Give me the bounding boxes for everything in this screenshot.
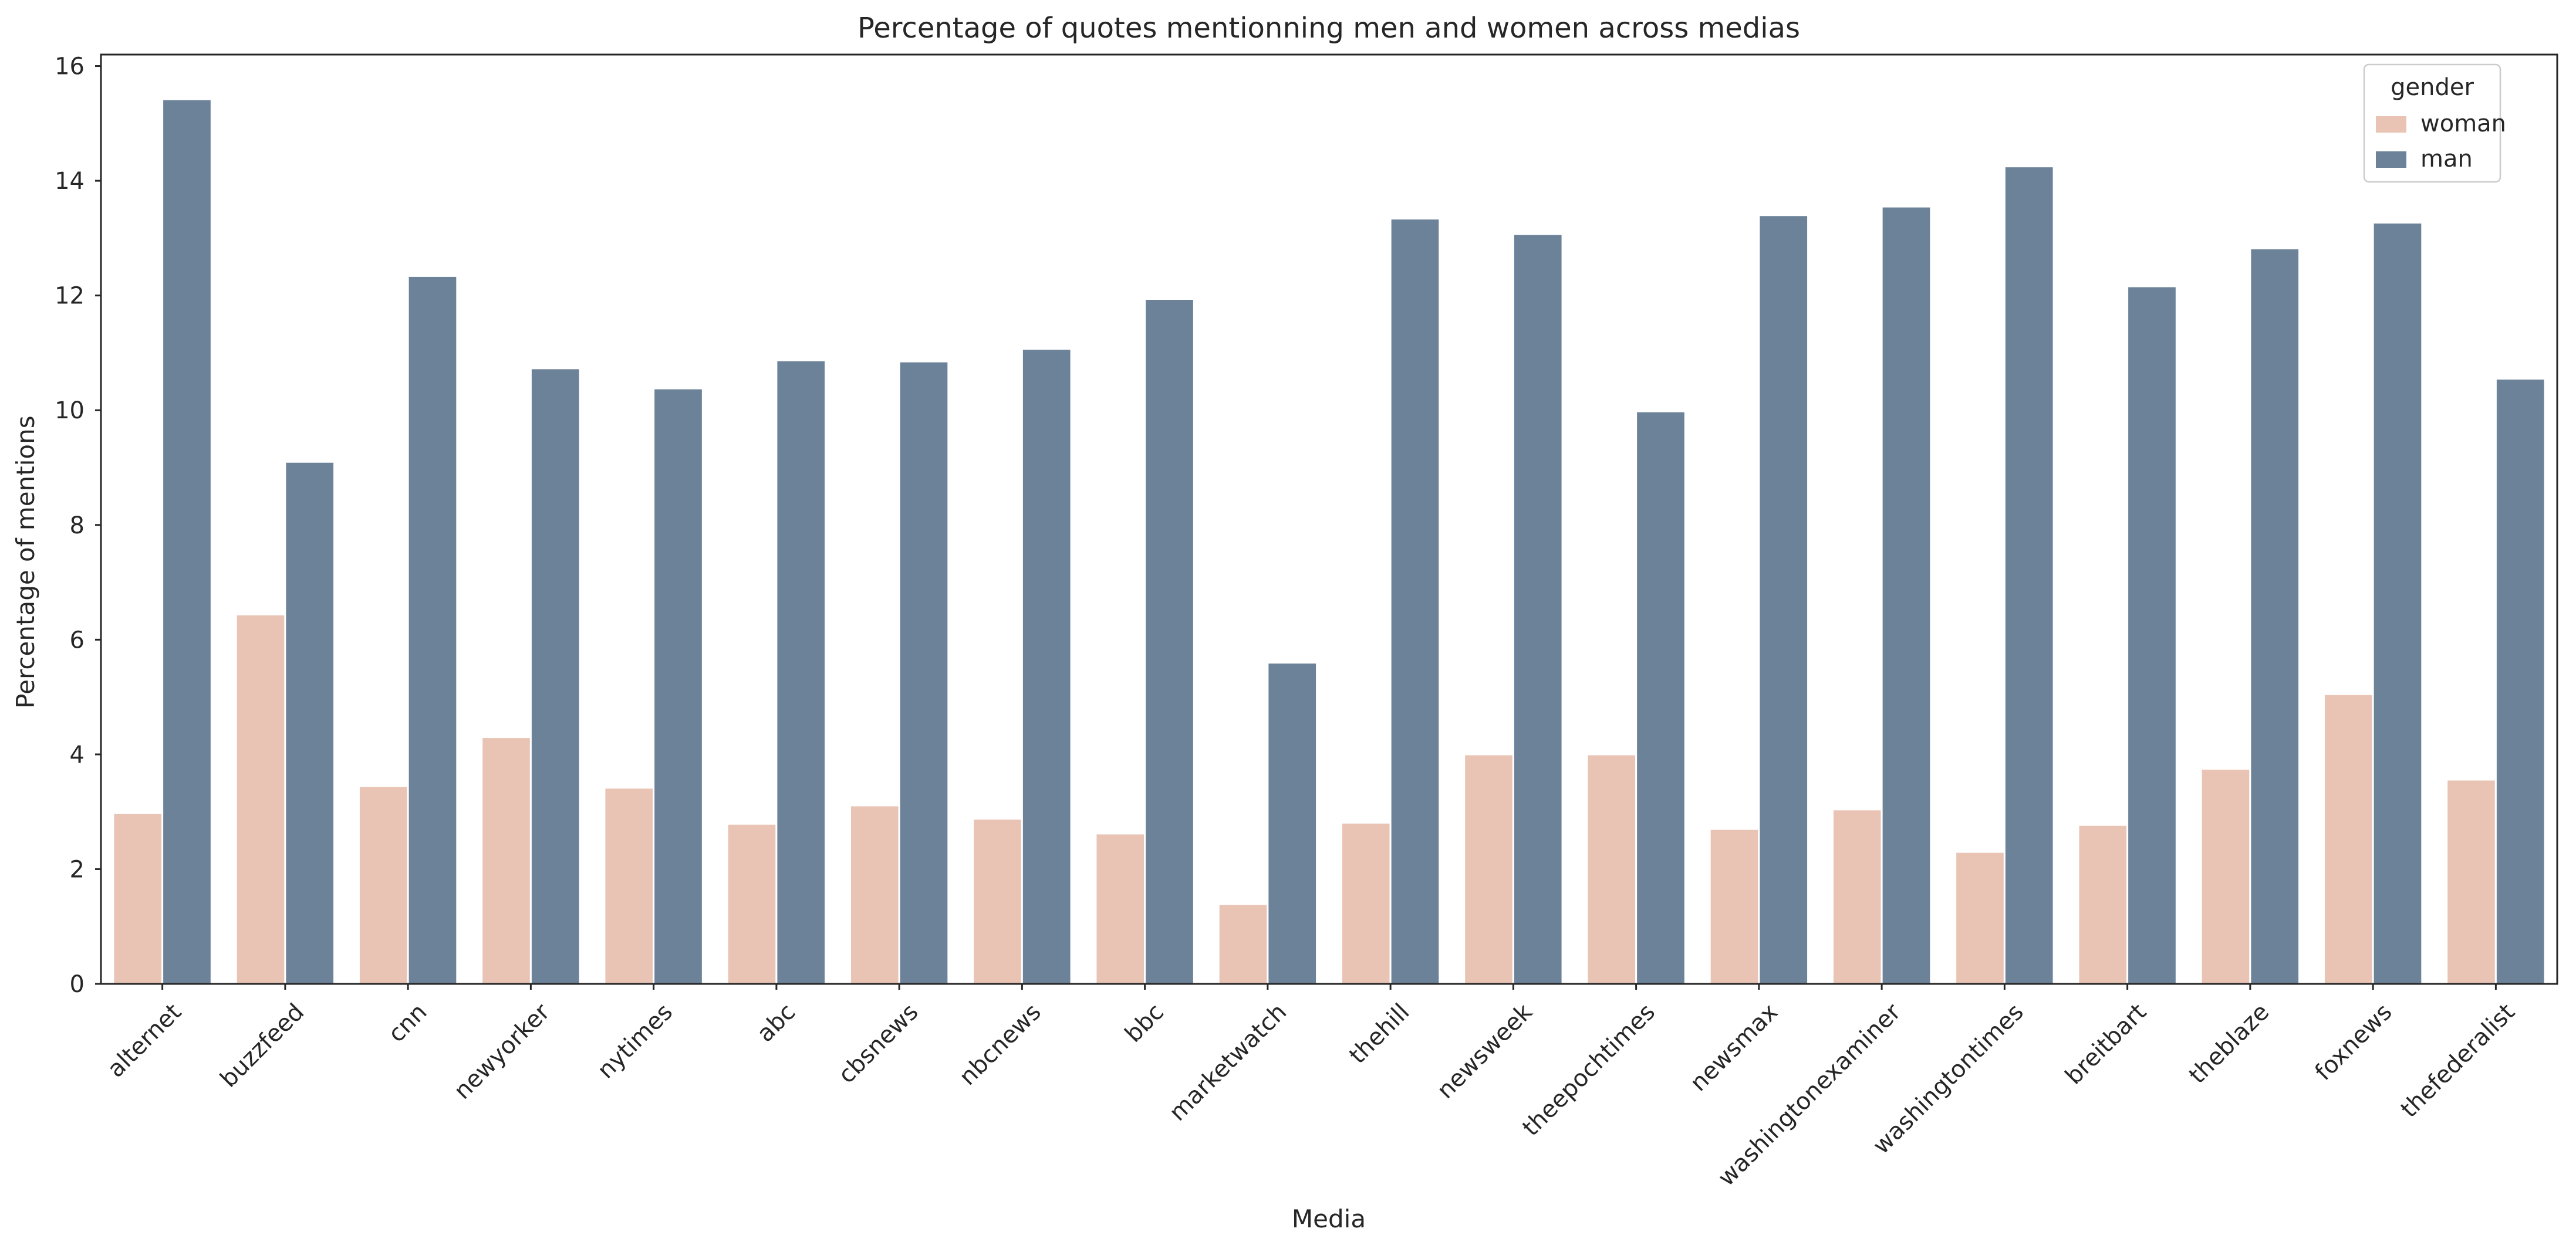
x-tick-label-buzzfeed: buzzfeed [215,999,309,1093]
x-tick-label-theepochtimes: theepochtimes [1517,999,1660,1142]
x-tick-label-thehill: thehill [1344,999,1414,1069]
x-tick-label-theblaze: theblaze [2184,999,2274,1089]
bar-woman-foxnews [2322,693,2374,985]
bar-woman-alternet [112,812,164,985]
bar-man-newsweek [1512,233,1564,985]
y-tick-label: 10 [55,397,85,424]
y-tick-label: 4 [70,742,85,769]
bar-man-cnn [407,275,458,985]
y-tick-label: 0 [70,971,85,998]
bar-man-newyorker [529,367,581,985]
x-tick-label-cnn: cnn [383,999,433,1048]
bars-group [112,98,2546,985]
bar-woman-buzzfeed [235,613,286,985]
bar-man-buzzfeed [284,461,336,985]
legend: gender woman man [2363,63,2506,183]
y-tick-label: 8 [70,512,85,539]
x-tick-label-breitbart: breitbart [2060,999,2152,1090]
bar-man-breitbart [2126,285,2177,985]
bar-woman-cbsnews [849,804,900,985]
legend-label-man: man [2420,145,2473,172]
legend-swatch-man [2376,151,2406,168]
bar-man-thehill [1389,218,1441,985]
y-tick-label: 6 [70,627,85,654]
legend-label-woman: woman [2420,110,2506,137]
bar-woman-washingtonexaminer [1831,808,1883,985]
bar-man-marketwatch [1267,661,1318,985]
x-axis-ticks: alternet buzzfeed cnn newyorker nytimes abc cb… [102,984,2520,1192]
bar-man-thefederalist [2494,377,2546,985]
x-tick-label-abc: abc [752,999,801,1047]
x-tick-label-nytimes: nytimes [592,999,678,1084]
bar-man-theepochtimes [1635,410,1686,985]
x-tick-label-newyorker: newyorker [449,999,555,1105]
plot-frame [100,53,2558,985]
x-tick-label-nbcnews: nbcnews [954,999,1046,1091]
bar-woman-breitbart [2077,824,2129,985]
bar-woman-newsmax [1709,828,1760,985]
x-tick-label-alternet: alternet [102,999,187,1083]
x-tick-label-foxnews: foxnews [2310,999,2398,1086]
legend-swatch-woman [2376,116,2406,133]
bar-woman-thehill [1340,821,1392,985]
y-axis-label: Percentage of mentions [11,415,40,708]
x-tick-label-thefederalist: thefederalist [2396,999,2520,1123]
bar-woman-newsweek [1463,753,1514,985]
bar-man-washingtonexaminer [1880,205,1932,985]
bar-woman-theblaze [2200,767,2251,985]
bar-man-alternet [161,98,212,985]
bar-woman-nbcnews [972,817,1023,985]
bar-woman-marketwatch [1217,903,1269,985]
y-tick-label: 16 [55,53,85,80]
chart-title: Percentage of quotes mentionning men and… [857,12,1800,45]
bar-man-washingtontimes [2003,165,2055,985]
bar-man-bbc [1144,298,1195,985]
y-tick-label: 14 [55,168,85,195]
bar-woman-theepochtimes [1586,753,1638,985]
bar-man-nytimes [653,387,704,985]
bar-man-abc [775,359,827,985]
bar-woman-abc [726,823,778,985]
bar-man-foxnews [2372,221,2423,985]
bar-woman-newyorker [481,736,532,985]
x-tick-label-newsweek: newsweek [1432,998,1538,1104]
bar-woman-bbc [1095,833,1146,985]
bar-woman-washingtontimes [1954,851,2006,985]
bar-woman-thefederalist [2446,779,2497,985]
bar-man-theblaze [2249,247,2301,985]
bar-woman-cnn [357,785,409,985]
bar-woman-nytimes [603,787,655,985]
y-tick-label: 12 [55,283,85,310]
y-axis-ticks: 0 2 4 6 8 10 12 14 16 [55,53,101,998]
x-axis-label: Media [1292,1204,1366,1233]
x-tick-label-bbc: bbc [1120,999,1169,1048]
legend-title: gender [2391,74,2474,101]
bar-man-cbsnews [898,360,950,985]
bar-man-newsmax [1758,214,1809,985]
x-tick-label-marketwatch: marketwatch [1164,999,1292,1126]
bar-man-nbcnews [1021,348,1072,985]
y-tick-label: 2 [70,856,85,883]
x-tick-label-newsmax: newsmax [1685,999,1783,1097]
x-tick-label-cbsnews: cbsnews [833,999,924,1089]
